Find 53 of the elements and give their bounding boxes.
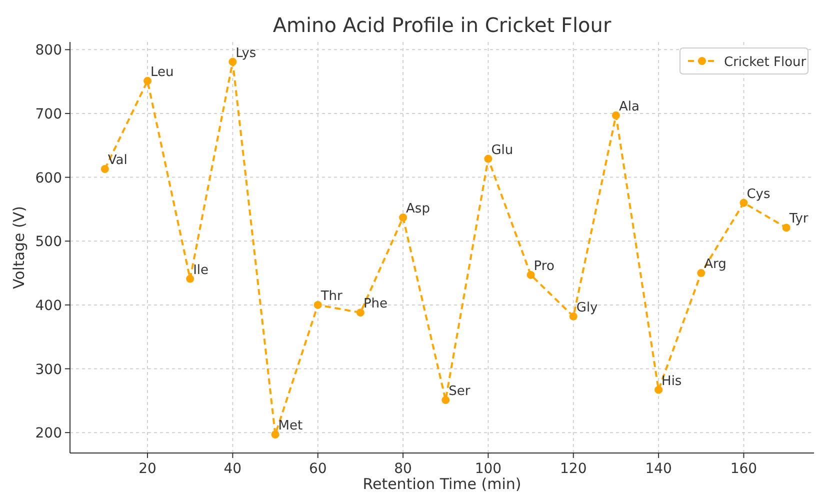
point [697, 269, 706, 278]
x-tick-label: 120 [560, 461, 587, 477]
annotation: Leu [150, 64, 174, 80]
annotation: Pro [534, 258, 554, 274]
point [484, 154, 492, 163]
point [740, 198, 748, 207]
annotation: Thr [320, 288, 344, 304]
y-tick-label: 400 [35, 298, 62, 314]
annotation: Val [108, 153, 128, 168]
x-tick-label: 20 [138, 461, 156, 477]
annotation: Asp [406, 202, 430, 217]
annotation: Ala [618, 99, 640, 114]
point [442, 396, 450, 404]
annotation: Met [278, 418, 303, 434]
y-tick-label: 600 [35, 170, 62, 186]
point [399, 214, 408, 222]
point [144, 76, 152, 85]
annotation: Glu [491, 142, 514, 158]
x-tick-label: 60 [308, 461, 327, 477]
x-axis-title: Retention Time (min) [362, 475, 522, 493]
annotation: Ser [448, 384, 471, 400]
point [100, 165, 109, 173]
x-tick-label: 80 [394, 461, 412, 477]
chart-title: Amino Acid Profile in Cricket Flour [272, 13, 612, 37]
point [314, 300, 322, 309]
y-axis-title: Voltage (V) [10, 206, 28, 289]
x-tick-label: 160 [730, 461, 758, 477]
x-tick-label: 140 [645, 461, 672, 477]
annotation: Arg [704, 257, 726, 272]
x-tick-label: 100 [474, 461, 502, 477]
y-tick-label: 800 [35, 42, 62, 59]
point [782, 224, 790, 232]
point [228, 58, 237, 66]
point [271, 430, 280, 438]
point [186, 274, 194, 283]
point [356, 308, 364, 317]
annotation: Phe [363, 296, 388, 312]
y-tick-label: 200 [35, 426, 62, 442]
x-tick-label: 40 [224, 461, 242, 477]
y-tick-label: 700 [35, 106, 62, 122]
annotation: Cys [746, 186, 770, 202]
annotation: Ile [193, 262, 209, 278]
annotation: Tyr [788, 212, 809, 227]
annotation: His [662, 374, 682, 389]
annotation: Gly [576, 300, 598, 316]
y-tick-label: 500 [35, 234, 62, 250]
y-tick-label: 300 [35, 362, 62, 378]
point [612, 111, 620, 120]
point [526, 270, 535, 279]
annotation: Lys [236, 46, 256, 61]
point [654, 386, 663, 394]
legend-label: Cricket Flour [724, 55, 807, 70]
point [569, 312, 578, 320]
